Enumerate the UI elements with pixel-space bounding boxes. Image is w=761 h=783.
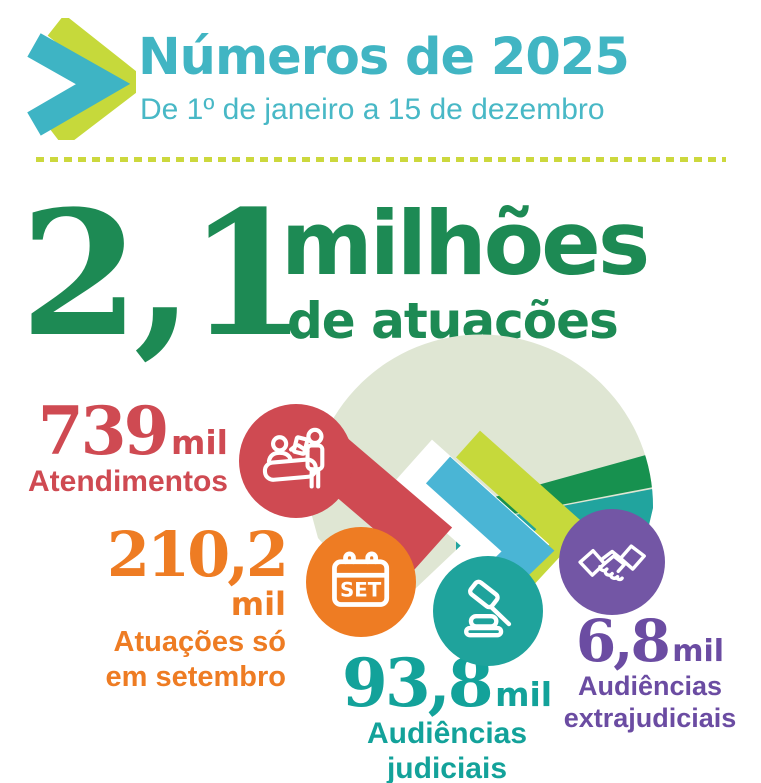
atendimentos-bubble [239,404,353,518]
stat-label-line2: judiciais [386,751,508,783]
stat-label-line1: Audiências [366,716,528,750]
stat-number: 6,8 [575,607,671,675]
stat-label-line1: Atuações só [113,625,286,658]
calendar-month-label: SET [340,579,382,602]
stat-suffix: mil [495,675,553,714]
stat-setembro: 210,2 mil Atuações só em setembro [56,524,289,693]
setembro-bubble: SET [306,527,416,637]
stat-number-line: 93,8 mil [330,650,564,716]
stat-label-line2: em setembro [105,660,286,693]
stat-extrajudiciais: 6,8 mil Audiências extrajudiciais [548,612,752,733]
chevron-teal [27,33,131,136]
judiciais-bubble [433,556,543,666]
stat-number-line: 210,2 mil [56,524,289,623]
hero-unit: milhões [281,192,650,295]
stat-number-line: 739 mil [14,398,228,464]
chevron-yellow [47,18,136,140]
stat-number: 739 [37,392,170,470]
gavel-icon [464,580,512,638]
double-chevron-logo [27,18,136,140]
dashed-divider [36,157,726,162]
stat-atendimentos: 739 mil Atendimentos [14,398,228,498]
calendar-icon: SET [332,551,390,608]
stat-number-line: 6,8 mil [548,612,752,670]
stat-suffix: mil [230,584,286,623]
service-desk-icon [262,427,325,489]
stat-suffix: mil [170,423,228,462]
stat-label-line1: Audiências [577,671,723,702]
stat-label: Atendimentos [27,464,228,498]
handshake-icon [578,544,646,581]
page-subtitle: De 1º de janeiro a 15 de dezembro [140,93,605,126]
page-title: Números de 2025 [138,28,630,87]
stat-number: 210,2 [106,518,289,591]
stat-judiciais: 93,8 mil Audiências judiciais [330,650,564,783]
hero-number: 2,1 [20,172,307,375]
stat-suffix: mil [672,634,725,669]
stat-label-line2: extrajudiciais [563,702,737,733]
extrajudiciais-bubble [559,509,665,615]
